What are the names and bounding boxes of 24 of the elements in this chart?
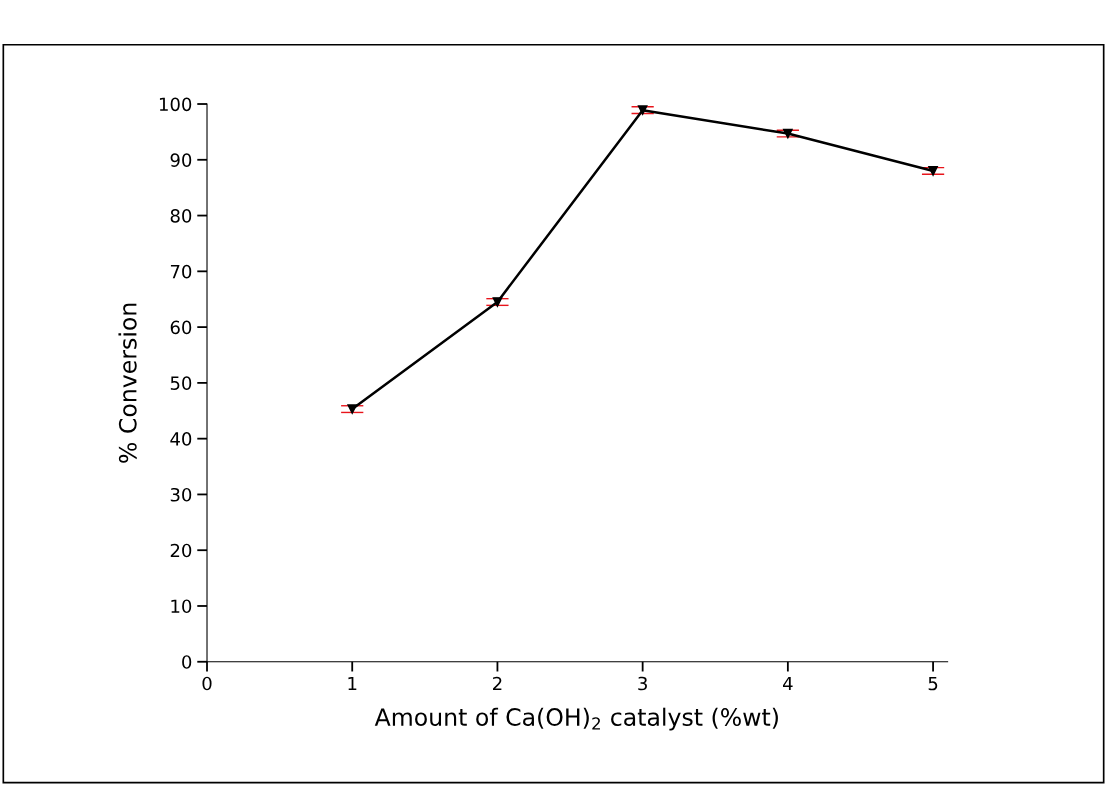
y-tick-label: 60	[170, 320, 192, 335]
y-tick-label: 50	[170, 376, 192, 390]
y-tick-label: 80	[170, 209, 192, 223]
x-axis-title: Amount of Ca(OH)$_{2}$ catalyst (%wt)	[374, 707, 778, 731]
x-tick-label: 4	[783, 676, 793, 691]
y-tick-label: 20	[170, 543, 192, 558]
point	[492, 297, 503, 307]
y-axis-title: % Conversion	[118, 303, 137, 463]
y-tick-label: 100	[159, 97, 192, 112]
y-tick-label: 0	[182, 655, 192, 669]
x-tick-label: 2	[493, 676, 502, 691]
point	[347, 404, 358, 414]
point	[782, 128, 793, 139]
y-tick-label: 70	[170, 264, 192, 279]
y-tick-label: 90	[170, 153, 192, 167]
x-tick-label: 1	[348, 676, 357, 691]
y-tick-label: 30	[170, 487, 192, 502]
y-tick-label: 10	[171, 599, 192, 614]
x-tick-label: 3	[638, 676, 647, 691]
point	[928, 166, 938, 176]
x-tick-label: 0	[202, 676, 212, 691]
x-tick-label: 5	[928, 676, 938, 691]
point	[637, 105, 648, 116]
y-tick-label: 40	[170, 432, 192, 446]
